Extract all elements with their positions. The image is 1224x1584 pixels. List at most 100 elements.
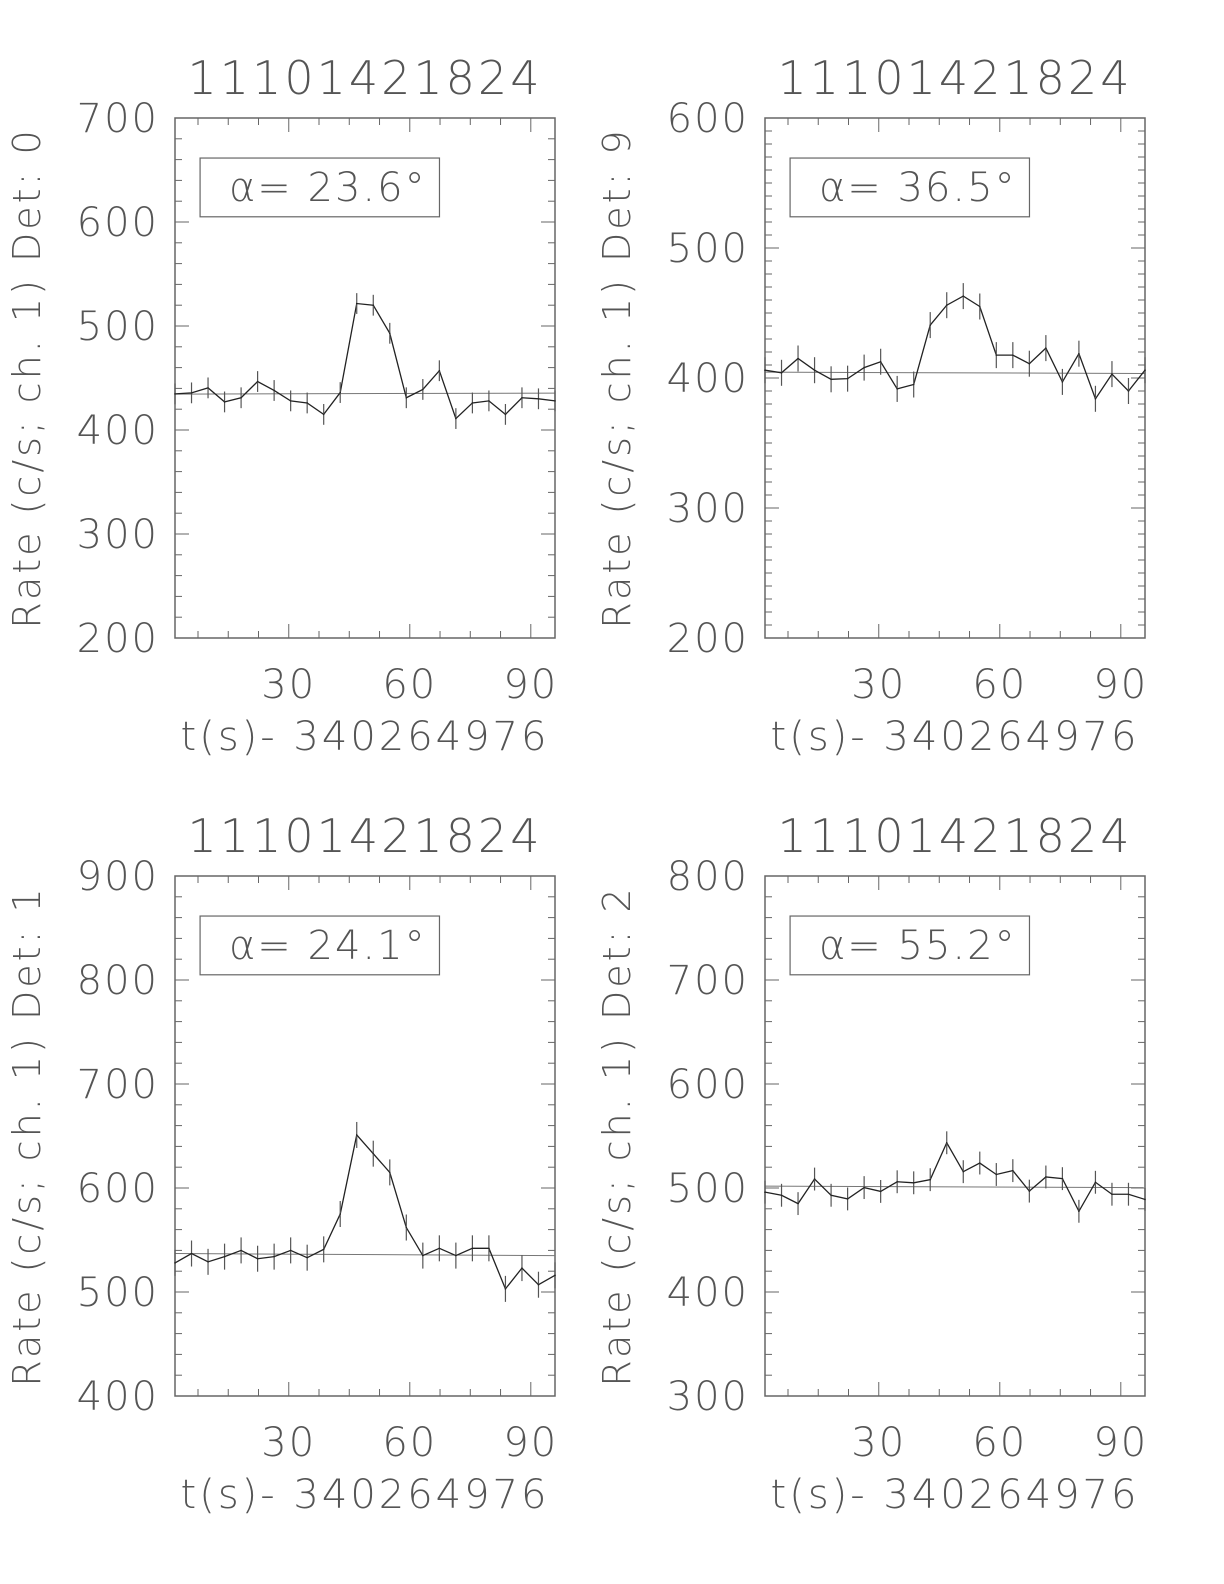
data-point: [372, 1152, 375, 1155]
data-point: [813, 1178, 816, 1180]
data-point: [879, 360, 882, 363]
y-axis-label: Rate (c/s; ch. 1) Det: 2: [595, 885, 639, 1386]
data-point: [207, 387, 209, 389]
data-point: [306, 402, 308, 404]
x-tick-label: 60: [382, 1420, 437, 1466]
data-point: [521, 1267, 523, 1269]
data-point: [207, 1261, 209, 1263]
fit-line: [764, 371, 1146, 374]
x-tick-label: 90: [503, 1420, 558, 1466]
data-point: [339, 1213, 342, 1215]
data-point: [521, 396, 523, 399]
x-tick-label: 90: [1093, 662, 1148, 708]
data-point: [174, 393, 176, 395]
data-point: [879, 1190, 882, 1193]
x-axis-label: t(s)- 340264976: [771, 1472, 1140, 1518]
panel-3: 11101421824 30 60 90 300 400 500 600 700 800 t(s)-…: [595, 809, 1146, 1518]
data-point: [945, 304, 948, 307]
data-point: [830, 378, 832, 381]
x-tick-label: 60: [972, 662, 1027, 708]
y-tick-label: 300: [77, 512, 159, 558]
data-point: [797, 357, 799, 360]
data-point: [863, 1186, 865, 1189]
data-point: [223, 401, 226, 403]
data-point: [896, 388, 898, 390]
data-point: [240, 396, 242, 399]
data-point: [289, 1249, 292, 1252]
data-point: [1127, 390, 1130, 392]
data-point: [1144, 369, 1146, 372]
data-point: [1094, 1181, 1097, 1184]
data-point: [537, 398, 540, 400]
data-point: [471, 1247, 474, 1250]
fit-line: [174, 392, 556, 395]
x-axis-label: t(s)- 340264976: [181, 714, 550, 760]
data-point: [471, 402, 474, 404]
plot-frame: [174, 875, 556, 1397]
data-point: [405, 1226, 408, 1229]
data-point: [830, 1194, 832, 1197]
x-axis-label: t(s)- 340264976: [181, 1472, 550, 1518]
y-tick-label: 400: [667, 1270, 749, 1316]
x-axis-label: t(s)- 340264976: [771, 714, 1140, 760]
y-tick-label: 600: [667, 1062, 749, 1108]
chart-title: 11101421824: [188, 51, 543, 105]
data-point: [537, 1283, 540, 1286]
data-point: [1111, 1193, 1113, 1196]
data-point: [355, 1134, 358, 1136]
annotation-box: [199, 915, 441, 976]
chart-title: 11101421824: [778, 51, 1133, 105]
annotation-alpha: α= 36.5°: [819, 165, 1017, 211]
data-point: [339, 391, 342, 394]
chart-title: 11101421824: [188, 809, 543, 863]
data-point: [422, 1254, 424, 1257]
y-axis-label: Rate (c/s; ch. 1) Det: 1: [5, 885, 49, 1386]
data-line: [764, 1141, 1146, 1213]
data-point: [764, 369, 766, 372]
y-tick-label: 700: [667, 958, 749, 1004]
plot-frame: [764, 875, 1146, 1397]
y-tick-label: 500: [77, 304, 159, 350]
y-tick-label: 700: [77, 96, 159, 142]
data-point: [995, 354, 998, 356]
data-point: [1144, 1198, 1146, 1201]
y-tick-label: 400: [77, 408, 159, 454]
data-line: [174, 1133, 556, 1291]
data-point: [912, 383, 915, 386]
y-tick-label: 600: [77, 1166, 159, 1212]
data-point: [388, 332, 391, 335]
data-point: [1012, 1169, 1014, 1172]
data-point: [488, 400, 490, 402]
data-point: [273, 389, 275, 392]
x-tick-label: 60: [382, 662, 437, 708]
data-point: [455, 417, 457, 420]
data-point: [504, 1288, 507, 1290]
data-point: [455, 1254, 457, 1257]
data-point: [256, 1257, 259, 1260]
y-tick-label: 600: [667, 96, 749, 142]
data-point: [322, 1248, 325, 1251]
data-point: [978, 305, 981, 308]
data-point: [388, 1171, 391, 1174]
data-point: [1094, 398, 1097, 400]
data-point: [504, 413, 507, 416]
data-point: [1028, 1190, 1031, 1192]
data-point: [256, 380, 259, 383]
data-point: [764, 1191, 766, 1193]
annotation-box: [789, 157, 1031, 218]
data-point: [1061, 381, 1064, 383]
y-tick-label: 500: [667, 226, 749, 272]
data-point: [962, 1170, 965, 1173]
chart-title: 11101421824: [778, 809, 1133, 863]
data-point: [1078, 1210, 1080, 1213]
panel-1: 11101421824 30 60 90 200 300 400 500 600 t(s)- 34…: [595, 51, 1148, 760]
data-point: [405, 396, 408, 399]
y-axis-label: Rate (c/s; ch. 1) Det: 0: [5, 127, 49, 628]
data-point: [929, 324, 932, 326]
x-tick-label: 90: [503, 662, 558, 708]
data-point: [1045, 347, 1047, 349]
data-point: [929, 1178, 932, 1181]
annotation-alpha: α= 55.2°: [819, 923, 1017, 969]
fit-line: [764, 1185, 1146, 1189]
